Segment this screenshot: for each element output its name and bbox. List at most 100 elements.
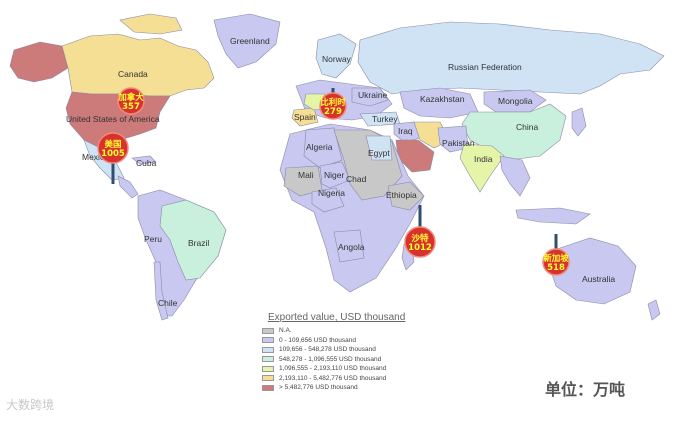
watermark-text: 大数跨境 <box>6 398 55 412</box>
legend-swatch <box>262 365 274 372</box>
country-label-peru: Peru <box>144 234 162 244</box>
country-india <box>459 143 505 193</box>
country-angola <box>333 229 365 263</box>
marker-value: 357 <box>122 102 140 112</box>
country-chile <box>153 261 169 321</box>
country-label-angola: Angola <box>338 242 365 252</box>
region-southeast-asia <box>499 155 531 197</box>
country-label-kazakhstan: Kazakhstan <box>420 94 465 104</box>
marker-circle <box>97 132 129 164</box>
country-alaska <box>9 41 69 83</box>
country-cuba <box>131 155 157 165</box>
legend-item: 109,656 - 548,278 USD thousand <box>262 345 386 355</box>
country-label-chad: Chad <box>346 174 367 184</box>
legend-item: N.A. <box>262 326 386 336</box>
marker-value: 279 <box>324 107 342 117</box>
country-russia <box>357 21 665 95</box>
country-label-pakistan: Pakistan <box>442 138 475 148</box>
legend-swatch <box>262 327 274 334</box>
country-label-usa: United States of America <box>66 114 160 124</box>
legend-label: > 5,482,776 USD thousand <box>279 384 358 392</box>
legend-label: 1,096,555 - 2,193,110 USD thousand <box>279 365 387 373</box>
legend-swatch <box>262 337 274 344</box>
marker-name: 美国 <box>104 139 121 150</box>
country-label-ethiopia: Ethiopia <box>386 190 417 200</box>
country-ethiopia <box>387 181 425 211</box>
marker-circle <box>319 92 347 120</box>
legend: N.A. 0 - 109,656 USD thousand 109,656 - 54… <box>262 326 386 393</box>
country-central-america <box>117 175 139 199</box>
country-niger <box>319 161 351 189</box>
legend-swatch <box>262 384 274 391</box>
country-ukraine <box>351 87 389 107</box>
marker-circle <box>117 87 145 115</box>
country-greenland <box>213 13 281 69</box>
country-label-australia: Australia <box>582 274 615 284</box>
legend-swatch <box>262 356 274 363</box>
legend-item: > 5,482,776 USD thousand <box>262 383 386 393</box>
country-mali <box>283 165 323 197</box>
marker-value: 518 <box>547 263 565 273</box>
marker-value: 1012 <box>408 243 432 253</box>
country-label-mali: Mali <box>298 170 314 180</box>
country-label-canada: Canada <box>118 69 148 79</box>
country-label-turkey: Turkey <box>372 114 398 124</box>
country-label-mongolia: Mongolia <box>498 96 533 106</box>
legend-label: 109,656 - 548,278 USD thousand <box>279 346 376 354</box>
country-label-india: India <box>474 154 493 164</box>
marker-circle <box>542 248 570 276</box>
legend-item: 548,278 - 1,096,555 USD thousand <box>262 355 386 365</box>
country-label-chile: Chile <box>158 298 178 308</box>
country-brazil <box>159 199 227 281</box>
legend-label: 548,278 - 1,096,555 USD thousand <box>279 355 382 363</box>
country-egypt <box>365 135 393 161</box>
legend-title: Exported value, USD thousand <box>268 312 406 323</box>
marker-circle <box>404 226 436 258</box>
country-canada-islands <box>119 13 183 35</box>
country-canada <box>61 33 215 97</box>
country-label-china: China <box>516 122 538 132</box>
country-label-norway: Norway <box>322 54 352 64</box>
country-australia <box>549 237 637 305</box>
legend-item: 2,193,110 - 5,482,776 USD thousand <box>262 374 386 384</box>
legend-item: 0 - 109,656 USD thousand <box>262 336 386 346</box>
country-label-iraq: Iraq <box>398 126 413 136</box>
marker-name: 新加坡 <box>543 253 569 264</box>
legend-swatch <box>262 346 274 353</box>
country-label-russia: Russian Federation <box>448 62 522 72</box>
marker-name: 加拿大 <box>117 92 144 103</box>
marker-name: 比利时 <box>320 97 346 108</box>
country-label-brazil: Brazil <box>188 238 209 248</box>
legend-item: 1,096,555 - 2,193,110 USD thousand <box>262 364 386 374</box>
country-label-algeria: Algeria <box>306 142 333 152</box>
region-indonesia <box>515 207 591 225</box>
country-label-spain: Spain <box>294 112 316 122</box>
country-nigeria <box>311 187 345 213</box>
marker-name: 沙特 <box>411 233 429 244</box>
country-norway <box>315 33 357 79</box>
legend-swatch <box>262 375 274 382</box>
legend-label: 0 - 109,656 USD thousand <box>279 336 356 344</box>
country-kazakhstan <box>399 87 479 119</box>
country-label-greenland: Greenland <box>230 36 270 46</box>
country-label-niger: Niger <box>324 170 344 180</box>
country-japan <box>571 107 587 137</box>
unit-note: 单位：万吨 <box>545 380 626 399</box>
country-label-mexico: Mexico <box>82 152 109 162</box>
legend-label: N.A. <box>279 327 292 335</box>
marker-value: 1005 <box>101 149 125 159</box>
country-pakistan <box>437 125 469 153</box>
country-label-nigeria: Nigeria <box>318 188 345 198</box>
country-label-ukraine: Ukraine <box>358 90 388 100</box>
legend-label: 2,193,110 - 5,482,776 USD thousand <box>279 374 387 382</box>
country-label-cuba: Cuba <box>136 158 157 168</box>
country-new-zealand <box>647 299 661 321</box>
country-label-egypt: Egypt <box>368 148 390 158</box>
